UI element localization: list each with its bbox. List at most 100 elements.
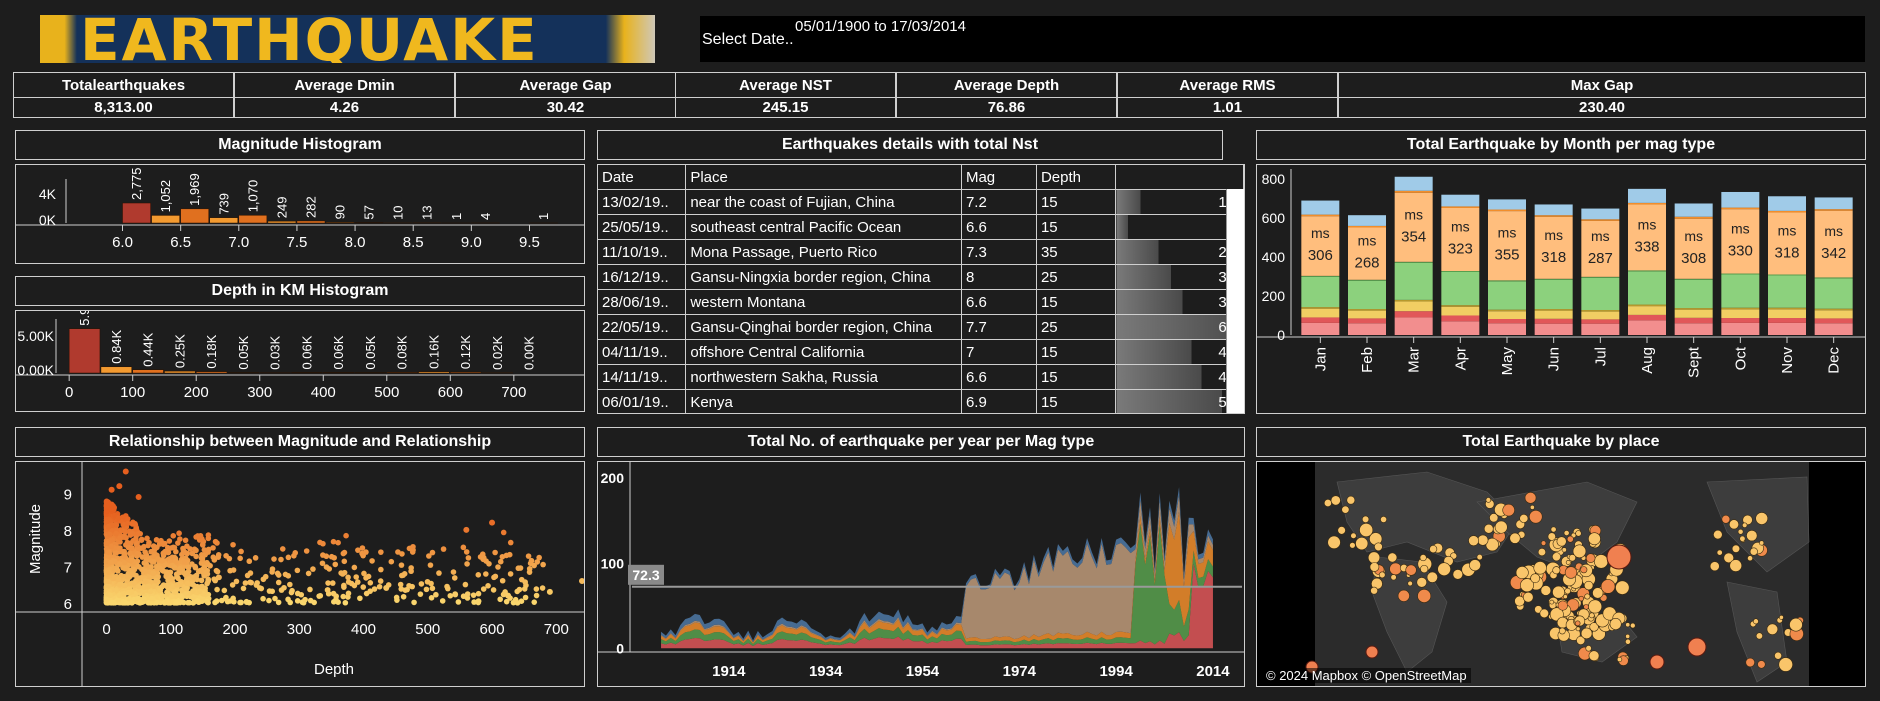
stacked-bar-segment [1674,323,1713,335]
earthquake-point [1729,559,1743,572]
stacked-bar-segment [1394,299,1433,302]
scatter-point [121,551,128,557]
scatter-point [492,573,499,580]
scatter-point [182,537,189,544]
scatter-point [128,557,134,564]
earthquake-point [1539,608,1549,619]
histogram-bar [151,215,180,224]
scatter-point [451,575,458,581]
stacked-bar-segment [1814,197,1853,210]
histogram-bar [296,220,326,224]
earthquake-point [1687,637,1707,657]
x-tick-label: 6.5 [170,234,191,251]
stacked-bar-segment [1441,306,1480,316]
table-row[interactable]: 13/02/19.. near the coast of Fujian, Chin… [598,189,1244,215]
stacked-bar-segment [1394,192,1433,262]
world-map[interactable] [1257,462,1865,686]
scatter-point [505,592,512,599]
histogram-bar [122,202,151,224]
scatter-point [172,593,179,599]
scatter-point [521,586,528,592]
map-landmass [1706,476,1810,573]
column-header[interactable]: Place [685,165,962,190]
stacked-bar-segment [1488,319,1526,324]
table-row[interactable]: 25/05/19.. southeast central Pacific Ocea… [598,214,1244,240]
details-scrollbar[interactable] [1226,189,1244,413]
table-row[interactable]: 22/05/19.. Gansu-Qinghai border region, C… [598,314,1244,340]
bar-label: 13 [420,205,435,219]
scatter-point [341,558,348,565]
scatter-point [439,598,446,604]
scatter-point [181,549,188,555]
y-tick-label: 8 [64,523,72,540]
stacked-bar-segment [1768,307,1806,310]
stacked-bar-segment [1674,317,1713,324]
kpi-card: Average NST 245.15 [675,72,896,118]
scatter-point [103,596,110,603]
map-panel[interactable]: © 2024 Mapbox © OpenStreetMap [1256,461,1866,687]
stacked-bar-segment [1441,194,1480,207]
date-cell: 04/11/19.. [598,339,687,365]
earthquake-point [1584,593,1591,600]
scatter-point [163,583,170,589]
earthquake-point [1600,579,1616,594]
scatter-point [399,551,405,557]
earthquake-point [1374,542,1383,552]
scatter-point [398,562,405,568]
scatter-point [525,553,532,559]
scatter-point [178,593,185,600]
earthquake-point [1716,549,1723,556]
scatter-point [106,549,112,556]
scatter-point [205,578,211,585]
date-filter[interactable]: Select Date.. 05/01/1900 to 17/03/2014 [700,16,1865,62]
earthquake-point [1529,504,1535,510]
scatter-point [428,595,435,601]
stacked-bar-segment [1534,309,1573,311]
scatter-point [383,585,390,591]
scatter-point [475,572,482,578]
scatter-point [455,599,462,605]
table-row[interactable]: 16/12/19.. Gansu-Ningxia border region, C… [598,264,1244,290]
bar-label: 90 [333,205,348,219]
y-tick-label: 7 [64,559,72,576]
nst-cell: 36 [1115,289,1244,315]
kpi-card: Average Gap 30.42 [455,72,676,118]
scatter-point [218,597,225,604]
scatter-point [408,568,414,575]
earthquake-point [1625,633,1631,639]
segment-label: ms [1684,228,1703,244]
table-row[interactable]: 11/10/19.. Mona Passage, Puerto Rico 7.3 35… [598,239,1244,265]
table-row[interactable]: 14/11/19.. northwestern Sakha, Russia 6.6 1… [598,364,1244,390]
scatter-point [278,556,284,563]
earthquake-point [1330,495,1341,506]
area-series [661,563,1213,649]
table-row[interactable]: 04/11/19.. offshore Central California 7 15… [598,339,1244,365]
bar-label: 1,070 [245,180,260,213]
kpi-card: Max Gap 230.40 [1338,72,1866,118]
scatter-point [170,533,177,539]
earthquake-point [1405,564,1417,576]
earthquake-point [1537,547,1547,557]
scatter-point [121,533,128,540]
scatter-point [198,555,205,561]
bar-label: 0.18K [204,334,219,368]
column-header[interactable]: Depth [1036,165,1117,190]
column-header[interactable]: Date [598,165,687,190]
stacked-bar-segment [1721,322,1760,335]
scatter-point [150,559,157,565]
earthquake-point [1502,503,1515,517]
scatter-point [193,547,199,554]
scatter-point [194,533,201,539]
scatter-point [341,584,347,590]
column-header[interactable]: Mag [961,165,1037,190]
scatter-point [342,599,349,606]
column-header[interactable] [1115,165,1244,190]
stacked-bar-segment [1721,207,1760,210]
date-filter-value[interactable]: 05/01/1900 to 17/03/2014 [795,18,966,35]
stacked-bar-segment [1488,281,1526,310]
scatter-point [168,593,175,600]
mag-cell: 8 [961,264,1037,290]
scatter-point [148,564,154,570]
